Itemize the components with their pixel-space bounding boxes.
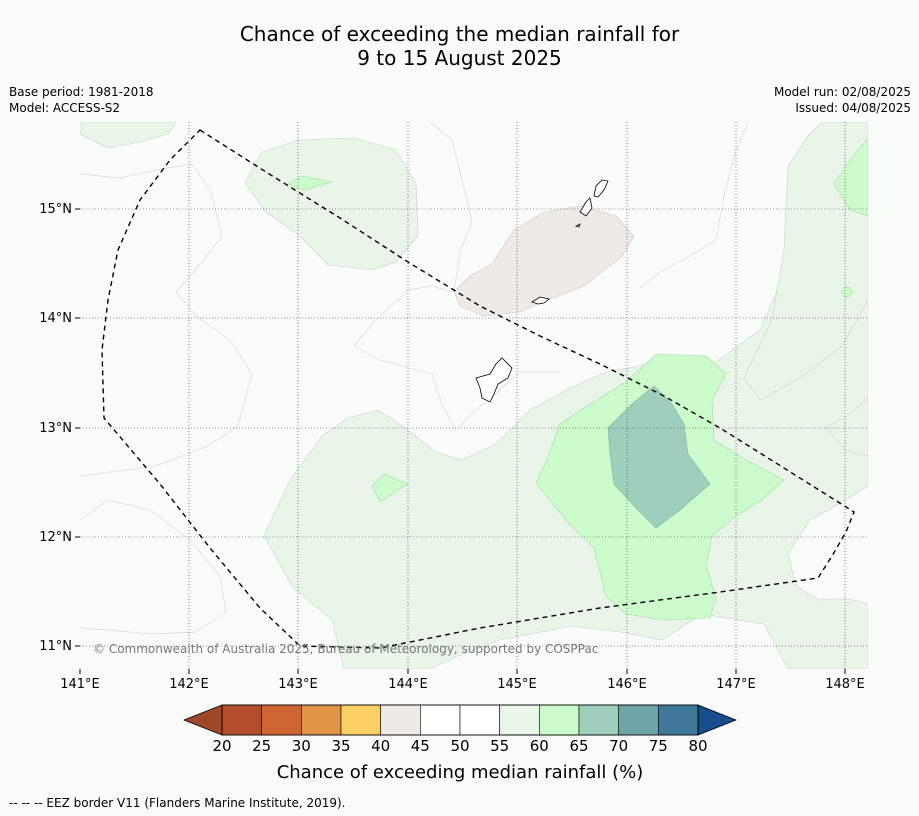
legend-bins bbox=[221, 704, 699, 736]
graticule bbox=[80, 122, 868, 669]
eez-footnote: -- -- -- EEZ border V11 (Flanders Marine… bbox=[9, 796, 346, 810]
legend-tick: 50 bbox=[450, 737, 469, 755]
color-legend: 20 25 30 35 40 45 50 55 60 65 70 75 80 C… bbox=[182, 704, 738, 783]
legend-extension-low bbox=[182, 704, 223, 736]
island-aguijan bbox=[574, 223, 581, 228]
map-title: Chance of exceeding the median rainfall … bbox=[0, 22, 919, 70]
legend-bin bbox=[578, 704, 619, 736]
legend-extension-high bbox=[697, 704, 738, 736]
lon-label: 147°E bbox=[716, 677, 756, 692]
legend-tick: 20 bbox=[212, 737, 231, 755]
title-line-2: 9 to 15 August 2025 bbox=[357, 46, 562, 70]
lon-label: 148°E bbox=[825, 677, 865, 692]
legend-bin bbox=[420, 704, 461, 736]
legend-bin bbox=[380, 704, 421, 736]
lat-label: 12°N bbox=[39, 530, 72, 545]
contour-55-northeast bbox=[743, 122, 868, 401]
contour-55-south bbox=[263, 122, 868, 669]
contour-60-small-north bbox=[287, 175, 333, 191]
legend-bin bbox=[459, 704, 500, 736]
islands bbox=[475, 179, 609, 403]
legend-tick: 40 bbox=[371, 737, 390, 755]
legend-tick: 80 bbox=[688, 737, 707, 755]
map-panel: © Commonwealth of Australia 2025, Bureau… bbox=[39, 122, 868, 692]
island-guam bbox=[475, 357, 513, 403]
copyright-text: © Commonwealth of Australia 2025, Bureau… bbox=[93, 642, 598, 656]
lat-label: 13°N bbox=[39, 421, 72, 436]
lon-label: 142°E bbox=[169, 677, 209, 692]
legend-bin bbox=[340, 704, 381, 736]
island-tinian bbox=[579, 197, 593, 217]
meta-right: Model run: 02/08/2025 Issued: 04/08/2025 bbox=[774, 84, 911, 116]
legend-tick: 30 bbox=[292, 737, 311, 755]
island-saipan bbox=[593, 179, 609, 198]
legend-tick-labels: 20 25 30 35 40 45 50 55 60 65 70 75 80 bbox=[212, 737, 707, 755]
lon-label: 143°E bbox=[278, 677, 318, 692]
legend-bin bbox=[221, 704, 262, 736]
legend-tick: 60 bbox=[530, 737, 549, 755]
issued-date: Issued: 04/08/2025 bbox=[795, 101, 911, 115]
lon-label: 145°E bbox=[497, 677, 537, 692]
lon-label: 144°E bbox=[388, 677, 428, 692]
legend-tick: 75 bbox=[649, 737, 668, 755]
legend-tick: 55 bbox=[490, 737, 509, 755]
lon-label: 141°E bbox=[60, 677, 100, 692]
legend-tick: 45 bbox=[411, 737, 430, 755]
contour-60-small-west bbox=[371, 473, 409, 503]
contour-60-east bbox=[833, 137, 868, 217]
lon-label: 146°E bbox=[607, 677, 647, 692]
lat-label: 11°N bbox=[39, 639, 72, 654]
legend-tick: 25 bbox=[252, 737, 271, 755]
meta-left: Base period: 1981-2018 Model: ACCESS-S2 bbox=[9, 84, 154, 116]
title-line-1: Chance of exceeding the median rainfall … bbox=[239, 22, 680, 46]
contour-55-topleft bbox=[80, 122, 177, 149]
lon-labels: 141°E 142°E 143°E 144°E 145°E 146°E 147°… bbox=[60, 677, 865, 692]
legend-bin bbox=[301, 704, 342, 736]
lat-label: 14°N bbox=[39, 311, 72, 326]
axis-ticks bbox=[75, 208, 846, 674]
lat-labels: 15°N 14°N 13°N 12°N 11°N bbox=[39, 202, 72, 654]
legend-bin bbox=[658, 704, 699, 736]
legend-tick: 35 bbox=[331, 737, 350, 755]
contour-40-central bbox=[453, 205, 635, 317]
contour-layer bbox=[80, 122, 868, 669]
legend-bin bbox=[618, 704, 659, 736]
legend-bin bbox=[261, 704, 302, 736]
model-run: Model run: 02/08/2025 bbox=[773, 85, 911, 99]
legend-label: Chance of exceeding median rainfall (%) bbox=[277, 762, 644, 783]
legend-bin bbox=[499, 704, 540, 736]
legend-bin bbox=[539, 704, 580, 736]
legend-tick: 65 bbox=[569, 737, 588, 755]
island-rota bbox=[531, 296, 550, 305]
base-period: Base period: 1981-2018 bbox=[9, 85, 154, 99]
legend-frame bbox=[221, 704, 699, 736]
contour-65-central bbox=[607, 385, 711, 529]
model-name: Model: ACCESS-S2 bbox=[9, 101, 121, 115]
legend-tick: 70 bbox=[609, 737, 628, 755]
lat-label: 15°N bbox=[39, 202, 72, 217]
